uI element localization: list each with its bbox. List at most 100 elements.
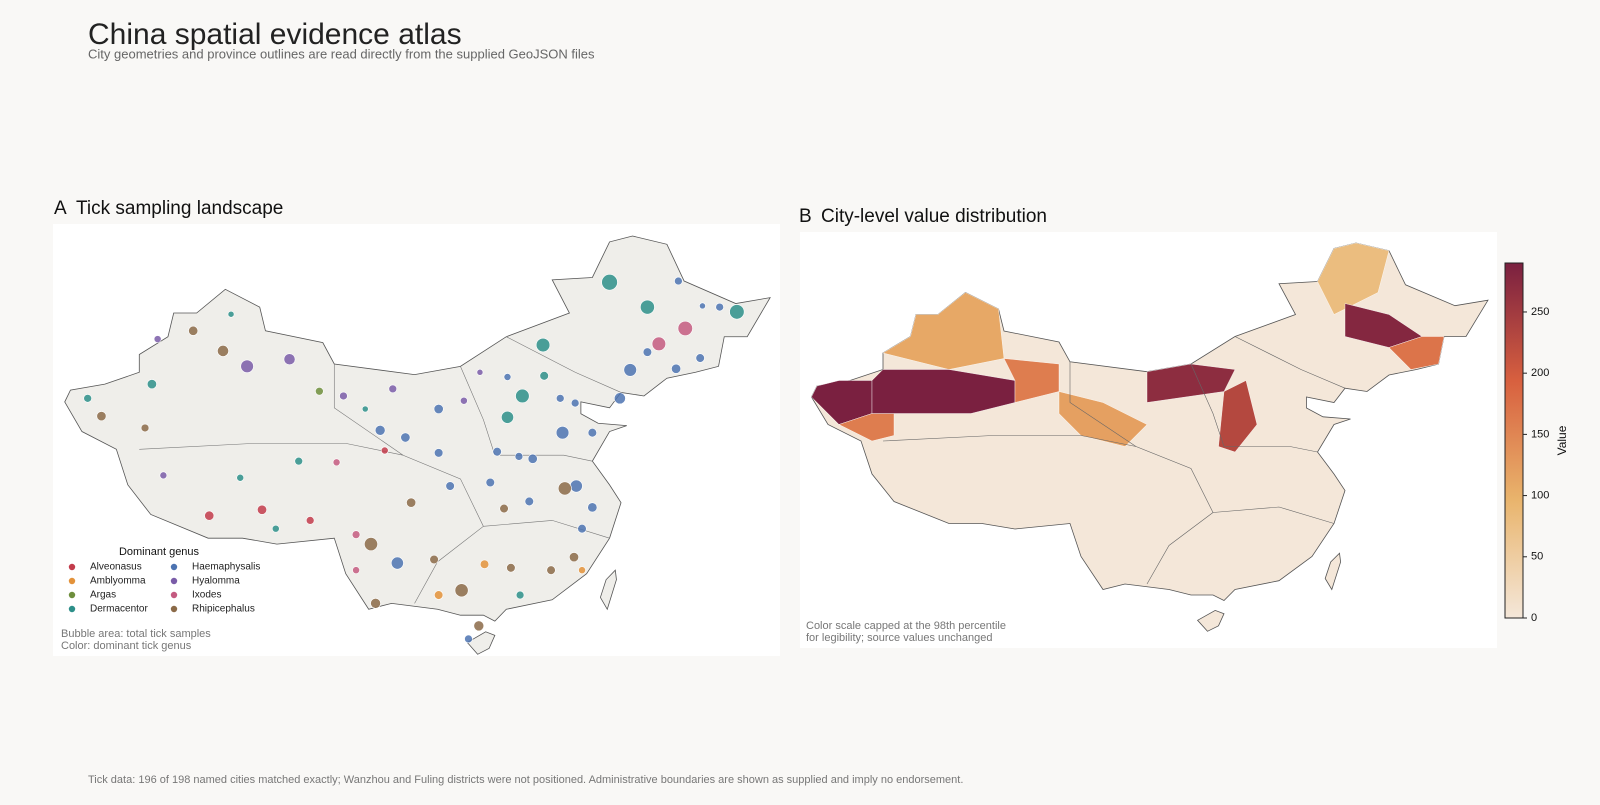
region bbox=[1388, 336, 1445, 370]
city-bubble bbox=[677, 320, 693, 337]
legend-label: Argas bbox=[90, 590, 116, 601]
map-a: Alveonasus Amblyomma Argas Dermacentor Haema… bbox=[64, 235, 771, 655]
legend-swatch bbox=[170, 605, 178, 613]
city-bubble bbox=[476, 368, 484, 376]
legend-swatch bbox=[68, 563, 76, 571]
city-bubble bbox=[671, 363, 682, 374]
region bbox=[1058, 391, 1148, 447]
city-bubble bbox=[570, 398, 580, 408]
colorbar-tick-label: 150 bbox=[1531, 428, 1549, 440]
city-bubble bbox=[601, 274, 618, 291]
panel-title: Tick sampling landscape bbox=[76, 198, 283, 219]
legend-swatch bbox=[170, 577, 178, 585]
region bbox=[1317, 242, 1390, 315]
city-bubble bbox=[305, 516, 315, 525]
city-bubble bbox=[492, 447, 502, 457]
city-bubble bbox=[146, 379, 157, 390]
city-bubble bbox=[569, 479, 583, 493]
city-bubble bbox=[361, 405, 369, 413]
city-bubble bbox=[674, 276, 683, 286]
country-outline bbox=[466, 631, 496, 655]
page-subtitle: City geometries and province outlines ar… bbox=[88, 46, 595, 61]
legend-label: Hyalomma bbox=[192, 576, 240, 587]
city-bubble bbox=[514, 452, 524, 461]
city-bubble bbox=[555, 426, 570, 440]
city-bubble bbox=[623, 363, 637, 377]
colorbar-tick-label: 100 bbox=[1531, 489, 1549, 501]
legend-swatch bbox=[170, 591, 178, 599]
colorbar-tick-label: 0 bbox=[1531, 612, 1537, 624]
city-bubble bbox=[460, 396, 468, 405]
city-bubble bbox=[400, 432, 411, 443]
country-outline bbox=[599, 569, 617, 611]
city-bubble bbox=[374, 425, 386, 436]
city-bubble bbox=[499, 503, 509, 514]
city-bubble bbox=[524, 496, 534, 507]
city-bubble bbox=[613, 392, 626, 405]
city-bubble bbox=[364, 537, 378, 552]
city-bubble bbox=[464, 634, 473, 644]
region bbox=[882, 292, 1005, 370]
region bbox=[838, 413, 895, 442]
city-bubble bbox=[546, 565, 556, 575]
legend-swatch bbox=[68, 591, 76, 599]
city-bubble bbox=[380, 446, 389, 455]
note: Bubble area: total tick samples bbox=[61, 628, 211, 640]
country-outline bbox=[64, 235, 771, 622]
province-border bbox=[506, 336, 622, 393]
city-bubble bbox=[569, 552, 579, 563]
panel-label: B bbox=[799, 206, 812, 227]
city-bubble bbox=[332, 458, 341, 467]
city-bubble bbox=[433, 404, 444, 414]
panel-title: City-level value distribution bbox=[821, 206, 1047, 227]
city-bubble bbox=[587, 502, 598, 513]
colorbar-label: Value bbox=[1555, 425, 1569, 455]
city-bubble bbox=[153, 335, 162, 343]
legend-label: Dermacentor bbox=[90, 604, 148, 615]
legend-title: Dominant genus bbox=[119, 546, 200, 558]
city-bubble bbox=[587, 428, 597, 438]
region bbox=[1003, 358, 1060, 403]
map-b bbox=[811, 242, 1489, 632]
legend-swatch bbox=[68, 577, 76, 585]
region bbox=[1218, 380, 1258, 453]
colorbar bbox=[1504, 262, 1524, 619]
city-bubble bbox=[434, 590, 444, 600]
city-bubble bbox=[485, 477, 495, 488]
province-border bbox=[483, 520, 610, 539]
note: Color scale capped at the 98th percentil… bbox=[806, 620, 1006, 632]
city-bubble bbox=[506, 563, 516, 573]
colorbar-tick-label: 50 bbox=[1531, 551, 1543, 563]
country-outline bbox=[1324, 552, 1342, 591]
province-border bbox=[1190, 363, 1318, 453]
city-bubble bbox=[642, 347, 653, 357]
city-bubble bbox=[578, 566, 586, 575]
province-border bbox=[1212, 506, 1335, 524]
city-bubble bbox=[83, 394, 92, 403]
city-bubble bbox=[390, 556, 404, 570]
city-bubble bbox=[339, 391, 348, 401]
city-bubble bbox=[501, 410, 514, 424]
city-bubble bbox=[555, 394, 565, 403]
city-bubble bbox=[699, 302, 706, 310]
city-bubble bbox=[227, 310, 235, 318]
colorbar-tick-label: 250 bbox=[1531, 306, 1549, 318]
city-bubble bbox=[217, 345, 229, 357]
legend-label: Rhipicephalus bbox=[192, 604, 255, 615]
city-bubble bbox=[370, 598, 381, 609]
city-bubble bbox=[388, 384, 398, 394]
legend-swatch bbox=[170, 563, 178, 571]
city-bubble bbox=[159, 471, 168, 480]
city-bubble bbox=[271, 524, 280, 533]
country-outline bbox=[1196, 609, 1225, 632]
city-bubble bbox=[429, 554, 439, 565]
city-bubble bbox=[557, 481, 572, 496]
city-bubble bbox=[204, 510, 215, 521]
city-bubble bbox=[294, 456, 303, 466]
city-bubble bbox=[527, 453, 538, 464]
city-bubble bbox=[283, 353, 296, 366]
city-bubble bbox=[577, 524, 587, 534]
city-bubble bbox=[240, 359, 254, 374]
